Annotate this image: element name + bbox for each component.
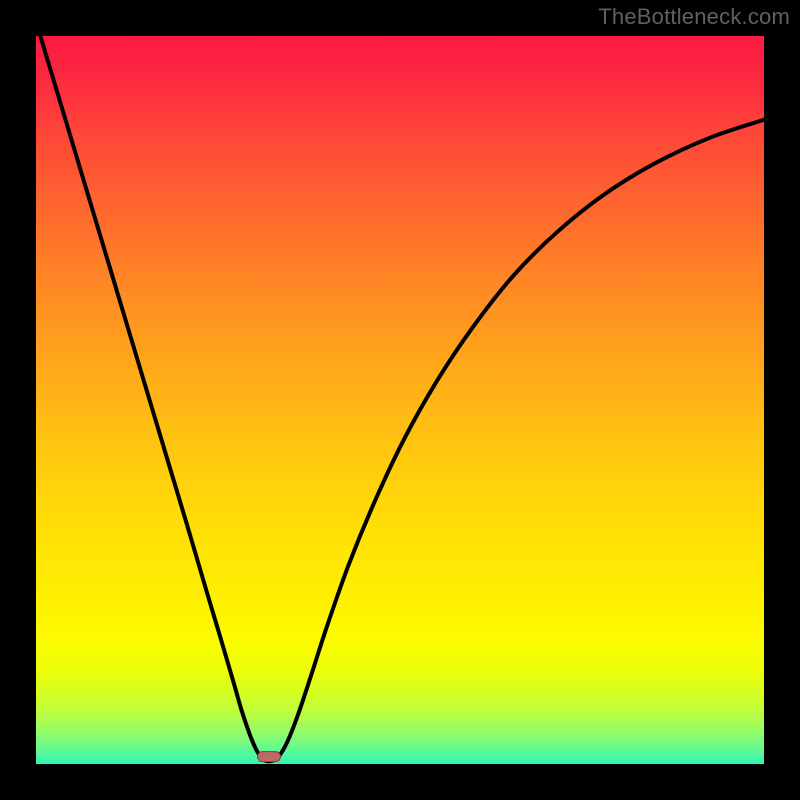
outer-frame: TheBottleneck.com — [0, 0, 800, 800]
minimum-marker — [257, 751, 281, 763]
bottleneck-curve — [40, 36, 764, 761]
curve-layer — [36, 36, 764, 764]
watermark-text: TheBottleneck.com — [598, 4, 790, 30]
plot-area — [36, 36, 764, 764]
